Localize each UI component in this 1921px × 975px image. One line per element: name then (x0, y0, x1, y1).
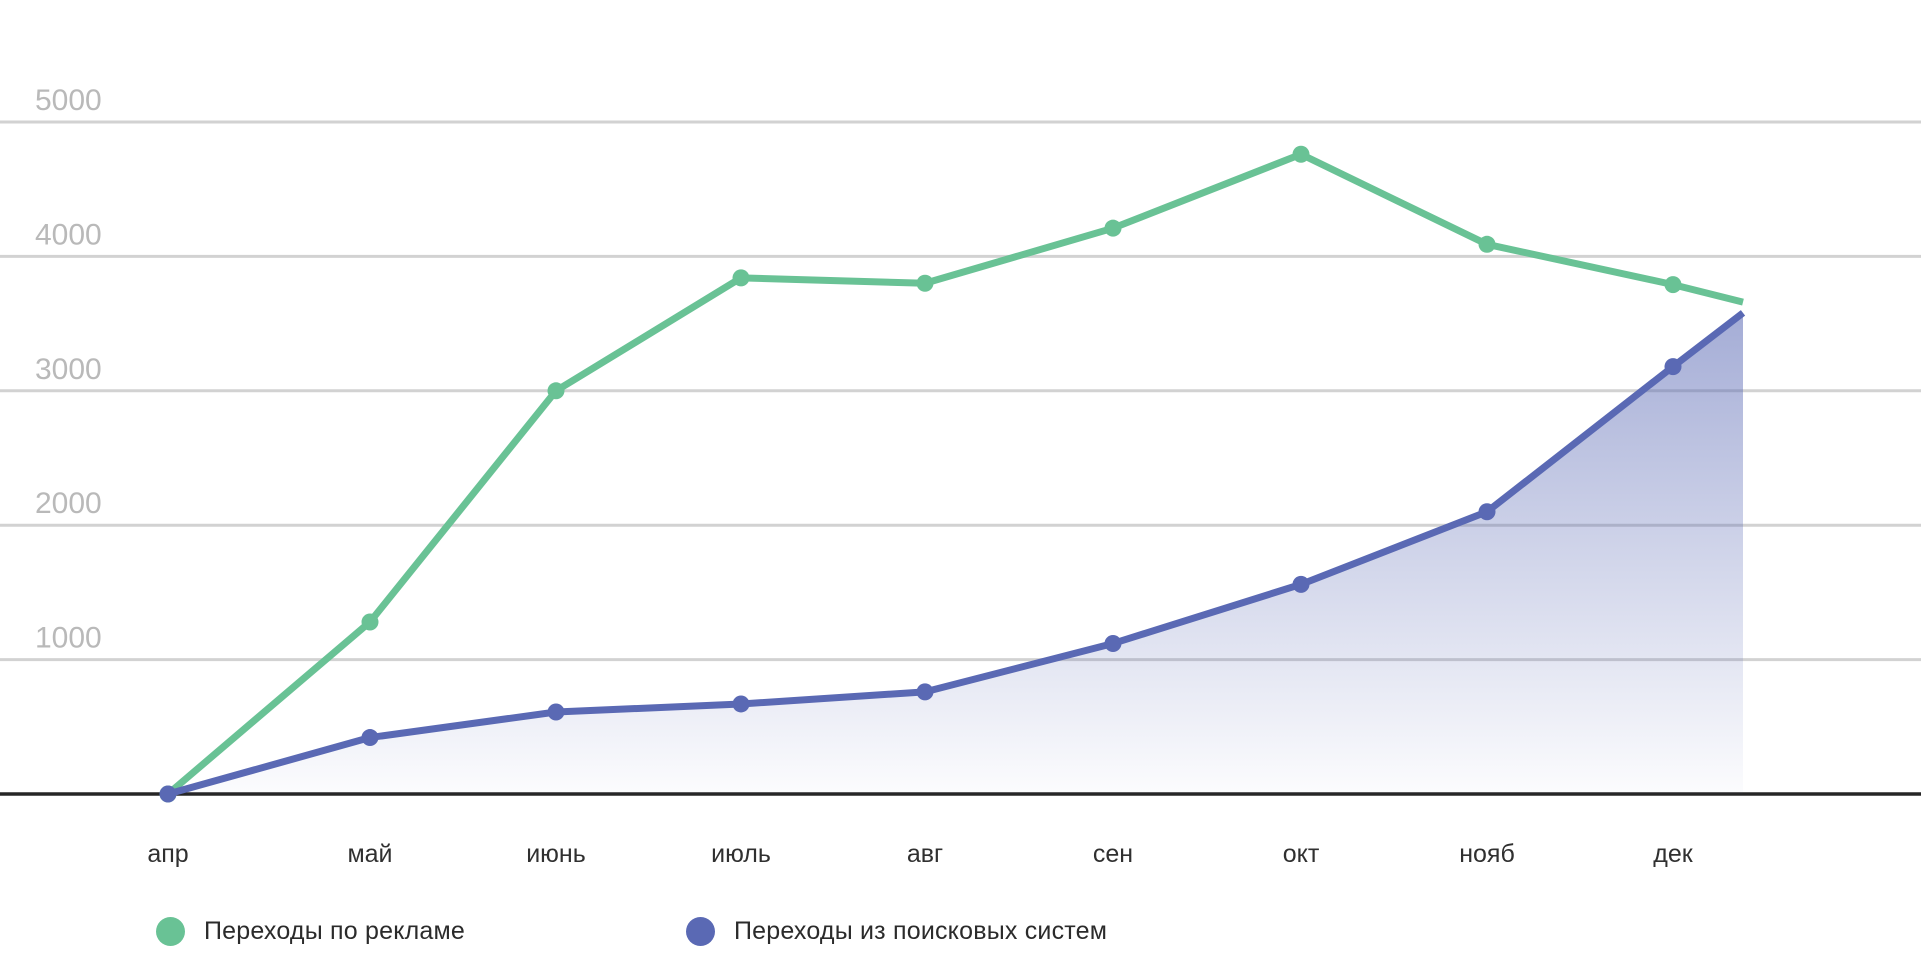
y-axis-label: 2000 (35, 487, 102, 520)
x-axis-label: июль (711, 840, 771, 868)
ads-data-point-май[interactable] (361, 613, 379, 631)
search-data-point-июнь[interactable] (547, 703, 565, 721)
search-data-point-сен[interactable] (1104, 634, 1122, 652)
x-axis-label: июнь (526, 840, 586, 868)
search-data-point-апр[interactable] (159, 785, 177, 803)
search-data-point-окт[interactable] (1292, 575, 1310, 593)
search-data-point-нояб[interactable] (1478, 503, 1496, 521)
chart-legend: Переходы по рекламе Переходы из поисковы… (0, 903, 1921, 959)
ads-data-point-авг[interactable] (916, 274, 934, 292)
legend-item-search[interactable]: Переходы из поисковых систем (686, 903, 1107, 959)
x-axis-label: апр (147, 840, 188, 868)
x-axis-label: май (347, 840, 392, 868)
ads-data-point-нояб[interactable] (1478, 235, 1496, 253)
legend-label-ads: Переходы по рекламе (204, 916, 466, 945)
legend-label-search: Переходы из поисковых систем (734, 916, 1108, 945)
legend-item-ads[interactable]: Переходы по рекламе (156, 903, 465, 959)
legend-marker-search-icon (686, 916, 715, 946)
search-data-point-июль[interactable] (732, 695, 750, 713)
y-axis-label: 1000 (35, 622, 102, 655)
search-data-point-дек[interactable] (1664, 358, 1682, 376)
y-axis-label: 3000 (35, 353, 102, 386)
ads-data-point-июль[interactable] (732, 269, 750, 287)
y-axis-label: 5000 (35, 84, 102, 117)
x-axis-label: сен (1093, 840, 1133, 868)
y-axis-label: 4000 (35, 218, 102, 251)
ads-data-point-окт[interactable] (1292, 145, 1310, 163)
ads-data-point-сен[interactable] (1104, 219, 1122, 237)
x-axis-label: дек (1653, 840, 1693, 868)
search-series-area (168, 312, 1743, 794)
search-data-point-авг[interactable] (916, 683, 934, 701)
x-axis-label: авг (907, 840, 943, 868)
ads-data-point-дек[interactable] (1664, 276, 1682, 294)
search-data-point-май[interactable] (361, 729, 379, 747)
x-axis-label: окт (1283, 840, 1320, 868)
x-axis-label: нояб (1459, 840, 1515, 868)
ads-series-line (165, 150, 1744, 797)
legend-marker-ads-icon (156, 916, 185, 946)
ads-data-point-июнь[interactable] (547, 382, 565, 400)
search-series-line (167, 310, 1746, 798)
